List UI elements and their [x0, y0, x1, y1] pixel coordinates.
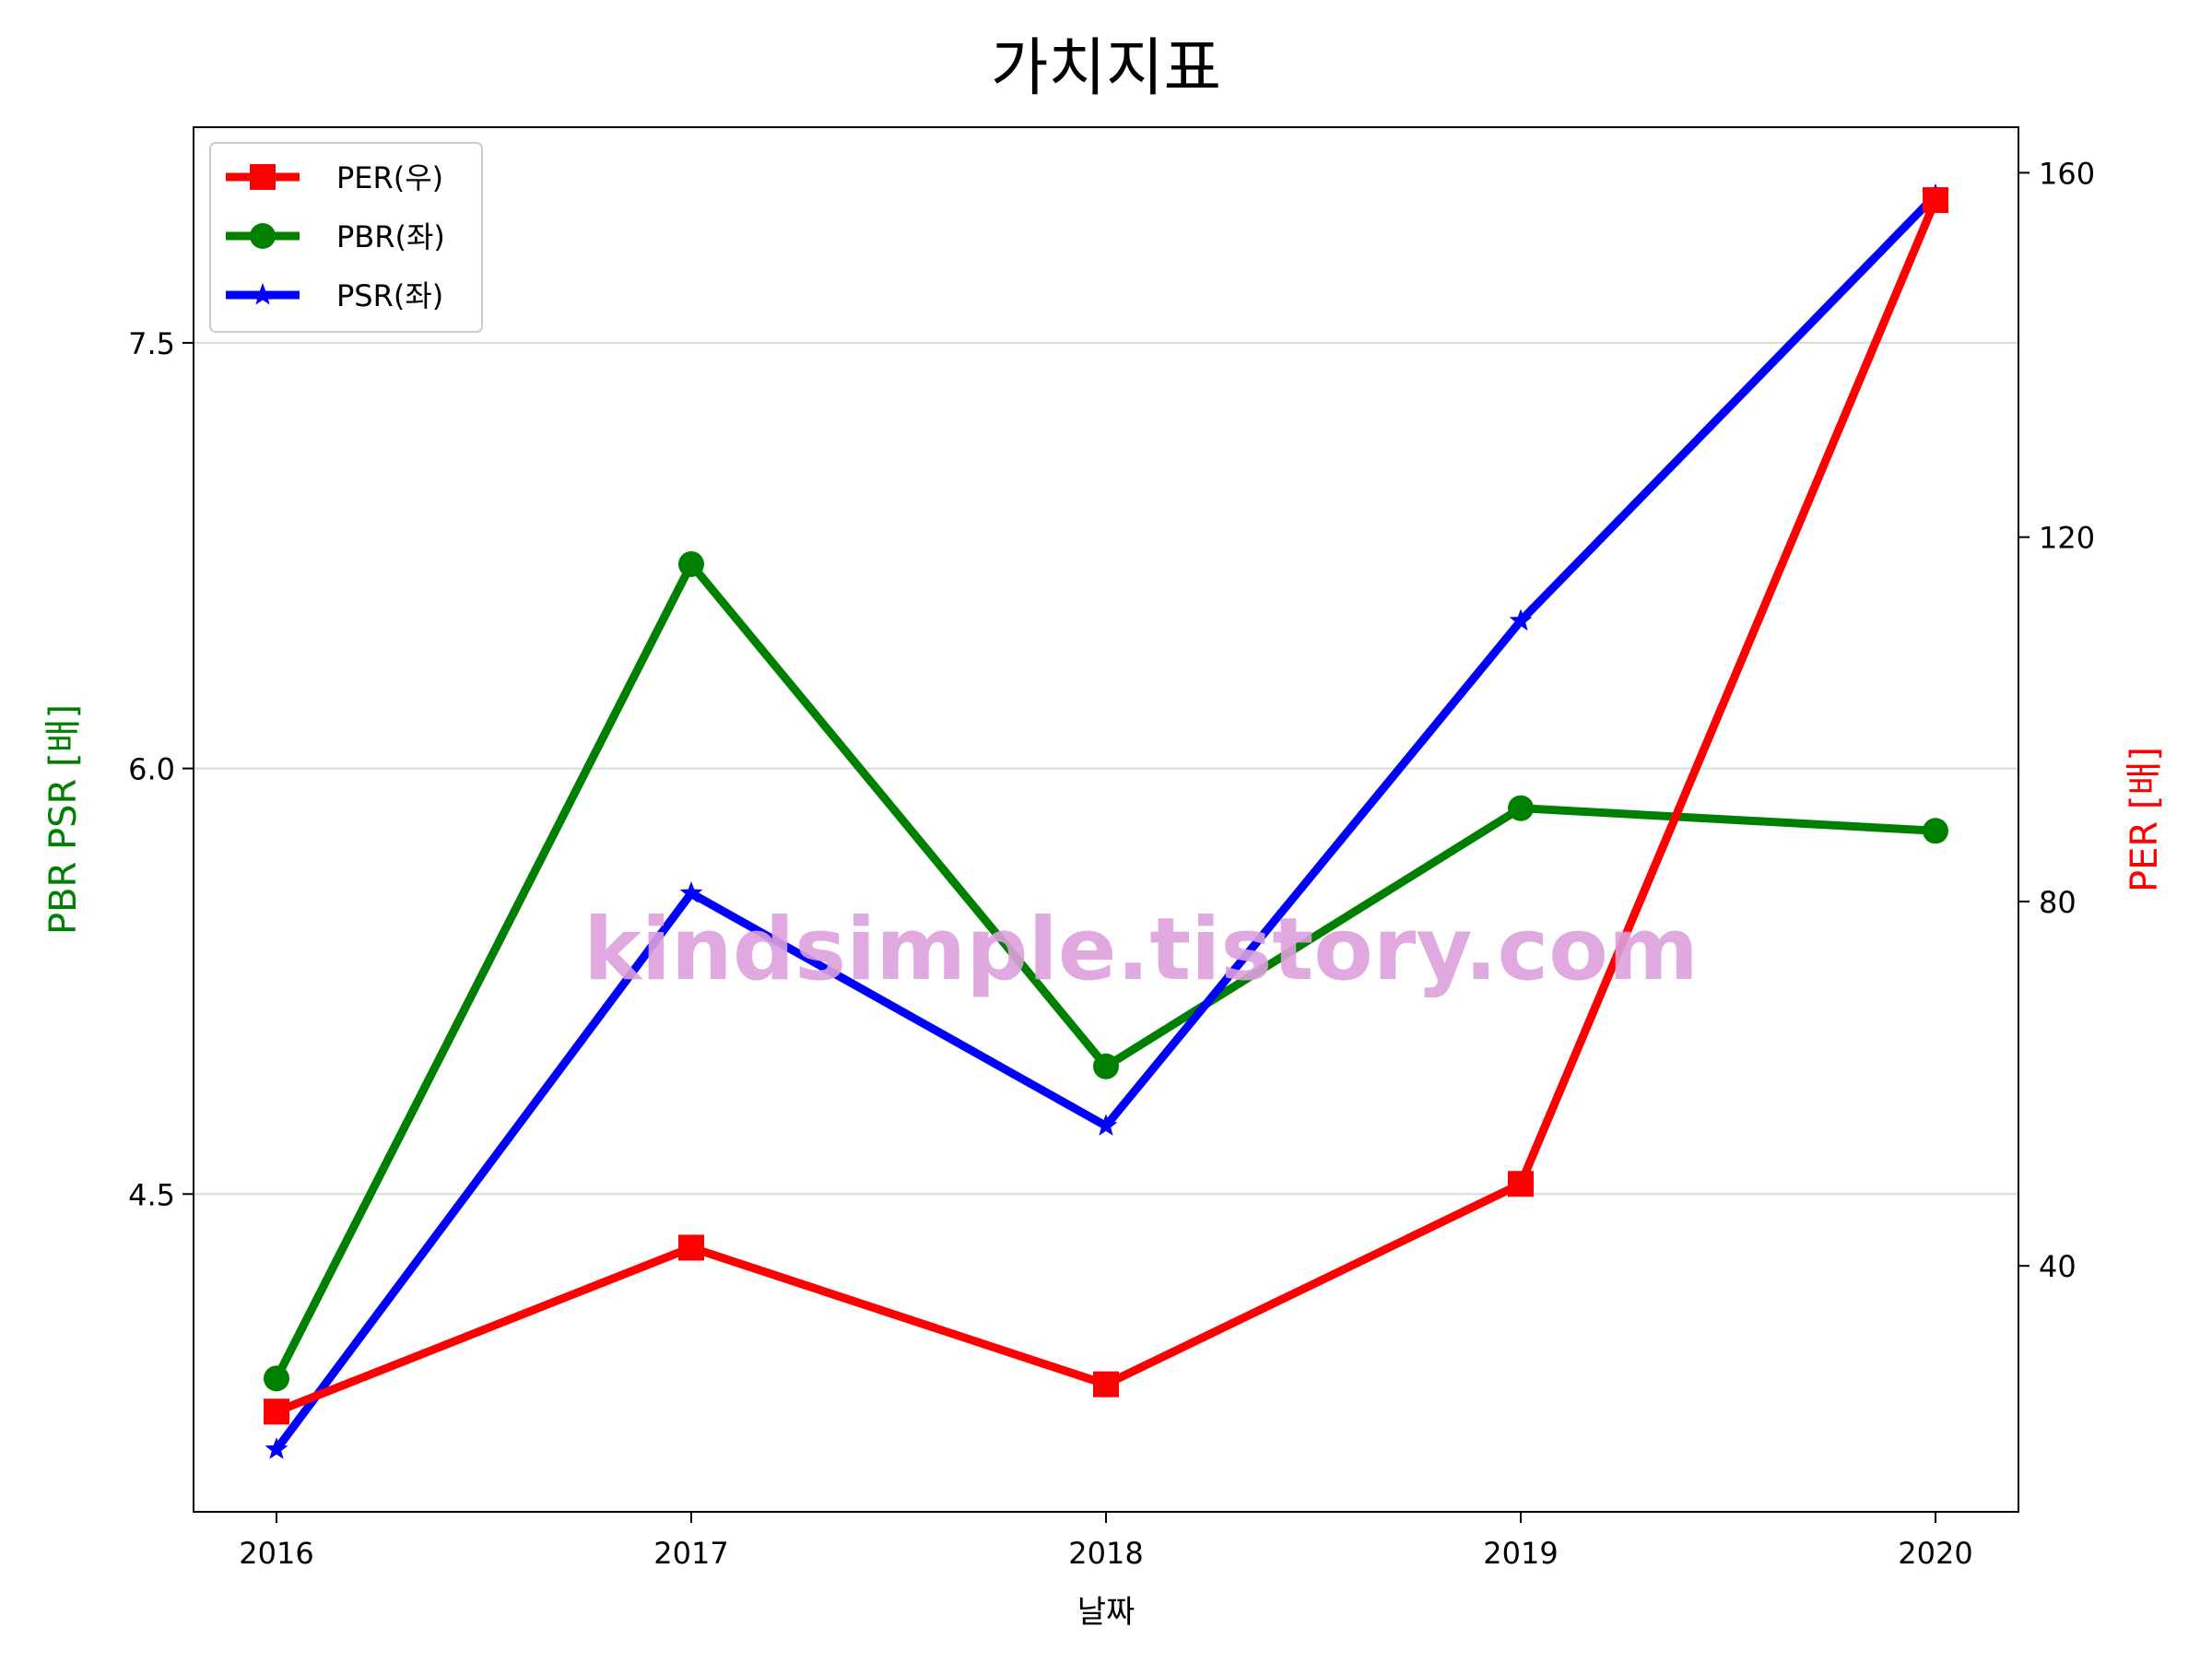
y-left-tick-label: 4.5	[128, 1177, 175, 1212]
data-point	[678, 550, 704, 577]
x-tick-label: 2018	[1068, 1536, 1143, 1571]
series-square	[264, 187, 1948, 1425]
y-left-tick-label: 7.5	[128, 326, 175, 361]
data-point	[264, 1398, 289, 1425]
data-point	[1508, 795, 1534, 821]
data-point	[1508, 1171, 1534, 1197]
series-layer	[264, 183, 1948, 1459]
data-point	[265, 1437, 288, 1459]
series-circle	[264, 550, 1948, 1392]
axes-layer: 4.5 6.0 7.5 40 80 120 160 2016 2017 2018 2019 2020	[128, 156, 2095, 1571]
x-tick-label: 2020	[1898, 1536, 1972, 1571]
x-tick-label: 2019	[1483, 1536, 1558, 1571]
legend-swatch-marker	[250, 164, 276, 190]
y-right-tick-label: 120	[2039, 521, 2095, 556]
data-point	[1093, 1053, 1119, 1079]
y-axis-left-label: PBR PSR [배]	[42, 704, 85, 935]
legend-label: PBR(좌)	[336, 219, 445, 254]
data-point	[678, 1234, 704, 1261]
gridlines	[194, 341, 2018, 1196]
legend-label: PSR(좌)	[336, 278, 443, 313]
legend: PER(우) PBR(좌) PSR(좌)	[209, 142, 483, 333]
x-axis-label: 날짜	[1077, 1594, 1135, 1631]
x-tick-label: 2016	[239, 1536, 313, 1571]
data-point	[264, 1365, 289, 1392]
data-point	[679, 881, 703, 903]
watermark-layer: kindsimple.tistory.com	[583, 900, 1699, 1000]
data-point	[1509, 608, 1533, 631]
legend-box	[209, 142, 483, 333]
data-point	[1094, 1114, 1118, 1136]
data-point	[1093, 1371, 1119, 1398]
legend-label: PER(우)	[336, 160, 443, 195]
y-right-tick-label: 80	[2039, 885, 2077, 920]
y-axis-right-label: PER [배]	[2124, 747, 2166, 892]
data-point	[1923, 818, 1948, 844]
chart-title: 가치지표	[991, 32, 1221, 105]
y-right-tick-label: 160	[2039, 156, 2095, 191]
legend-swatch-marker	[251, 283, 275, 305]
x-tick-label: 2017	[653, 1536, 728, 1571]
data-point	[1923, 187, 1948, 214]
watermark-text: kindsimple.tistory.com	[583, 900, 1699, 1000]
y-right-tick-label: 40	[2039, 1249, 2077, 1284]
y-left-tick-label: 6.0	[128, 752, 175, 787]
legend-swatch-marker	[250, 223, 276, 249]
